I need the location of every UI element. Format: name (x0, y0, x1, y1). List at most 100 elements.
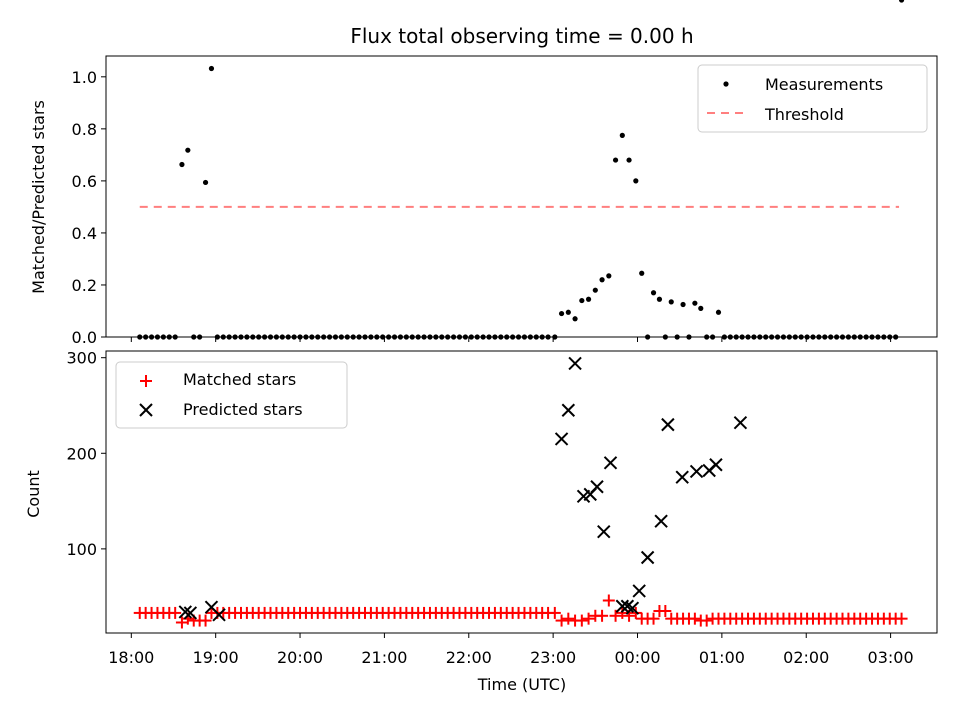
predicted-star-point (661, 417, 675, 432)
measurement-point (572, 316, 578, 322)
matched-star-point (647, 612, 660, 625)
x-tick-label: 22:00 (446, 648, 492, 667)
measurement-point (558, 310, 565, 317)
legend-matched-label: Matched stars (183, 370, 296, 389)
bottom-y-axis-label: Count (24, 470, 43, 518)
top-legend[interactable]: Measurements Threshold (697, 64, 928, 133)
x-tick-label: 19:00 (193, 648, 239, 667)
top-y-axis: 0.0 0.2 0.4 0.6 0.8 1.0 (72, 68, 106, 347)
matched-star-point (596, 609, 609, 622)
measurement-point (612, 157, 619, 163)
bottom-y-tick-label: 300 (66, 349, 97, 368)
x-tick-label: 23:00 (530, 648, 576, 667)
x-axis-label: Time (UTC) (477, 675, 566, 694)
measurement-point (592, 287, 598, 293)
legend-measurements-label: Measurements (765, 75, 883, 94)
matched-star-point (895, 612, 908, 625)
matched-star-point (562, 612, 575, 625)
measurement-point (692, 300, 698, 306)
top-y-tick-label: 0.2 (72, 276, 97, 295)
matched-star-point (582, 612, 595, 625)
bottom-legend-box (115, 361, 348, 429)
measurement-point (668, 299, 674, 305)
legend-measurements-marker (723, 81, 729, 87)
matched-star-point (700, 614, 713, 627)
matched-stars-series (133, 594, 908, 629)
predicted-star-point (590, 480, 604, 494)
measurement-point (626, 157, 632, 163)
matched-star-point (609, 609, 622, 622)
measurement-point (680, 301, 686, 308)
top-axes-frame (105, 55, 938, 338)
measurement-point (650, 290, 657, 296)
top-chart-title: Flux total observing time = 0.00 h (350, 24, 693, 48)
top-x-ticks (130, 337, 892, 342)
matched-star-point (199, 614, 212, 627)
matched-star-point (169, 606, 182, 619)
top-y-tick-label: 0.0 (72, 328, 97, 347)
x-tick-label: 18:00 (108, 648, 154, 667)
x-tick-label: 02:00 (783, 648, 829, 667)
measurement-point (599, 277, 605, 283)
matched-star-point (659, 605, 672, 618)
predicted-star-point (733, 415, 748, 430)
x-tick-label: 03:00 (868, 648, 914, 667)
measurement-point (565, 309, 571, 315)
top-y-tick-label: 0.4 (72, 224, 97, 243)
measurement-point (898, 0, 905, 3)
predicted-star-point (597, 524, 611, 539)
matched-star-point (688, 612, 701, 625)
predicted-star-point (554, 432, 569, 446)
measurement-point (606, 273, 612, 279)
bottom-legend[interactable]: Matched stars Predicted stars (115, 361, 348, 429)
legend-predicted-label: Predicted stars (183, 400, 303, 419)
measurement-point (633, 178, 639, 184)
measurement-point (202, 179, 209, 186)
x-tick-label: 00:00 (614, 648, 660, 667)
predicted-stars-series (178, 356, 748, 622)
bottom-y-tick-label: 200 (66, 444, 97, 463)
measurement-point (639, 270, 645, 276)
bottom-y-axis: 100 200 300 (66, 349, 106, 559)
predicted-star-point (689, 464, 704, 479)
x-tick-label: 20:00 (277, 648, 323, 667)
predicted-star-point (603, 456, 618, 470)
predicted-star-point (178, 605, 193, 619)
top-y-tick-label: 0.8 (72, 120, 97, 139)
measurement-point (698, 305, 704, 311)
predicted-star-point (654, 514, 668, 528)
predicted-star-point (625, 601, 640, 615)
measurement-point (185, 147, 191, 153)
x-tick-label: 21:00 (361, 648, 407, 667)
measurement-point (656, 296, 663, 302)
measurement-point (208, 65, 215, 72)
legend-matched-marker (140, 375, 152, 387)
matched-star-point (575, 614, 588, 627)
matched-star-point (548, 606, 561, 619)
predicted-star-point (675, 470, 689, 484)
predicted-star-point (568, 356, 582, 371)
predicted-star-point (615, 599, 630, 613)
x-tick-label: 01:00 (699, 648, 745, 667)
top-legend-box (697, 64, 928, 133)
top-y-tick-label: 1.0 (72, 68, 97, 87)
bottom-x-axis: 18:00 19:00 20:00 21:00 22:00 23:00 00:00 01:00… (108, 633, 914, 667)
measurement-point (619, 132, 625, 138)
bottom-panel: 100 200 300 18:00 19:00 20:00 21:00 22:00 23:00… (24, 349, 938, 694)
matched-star-point (555, 614, 568, 627)
legend-threshold-label: Threshold (764, 105, 844, 124)
measurement-point (715, 309, 722, 315)
top-y-tick-label: 0.6 (72, 172, 97, 191)
legend-predicted-marker (139, 403, 153, 417)
bottom-y-tick-label: 100 (66, 540, 97, 559)
predicted-star-point (212, 608, 226, 622)
predicted-star-point (632, 584, 646, 598)
predicted-star-point (709, 458, 723, 472)
matched-star-point (602, 594, 615, 607)
measurement-point (585, 296, 592, 302)
top-y-axis-label: Matched/Predicted stars (29, 100, 48, 294)
measurement-point (579, 297, 585, 304)
bottom-axes-frame (105, 350, 938, 634)
predicted-star-point (561, 403, 576, 417)
